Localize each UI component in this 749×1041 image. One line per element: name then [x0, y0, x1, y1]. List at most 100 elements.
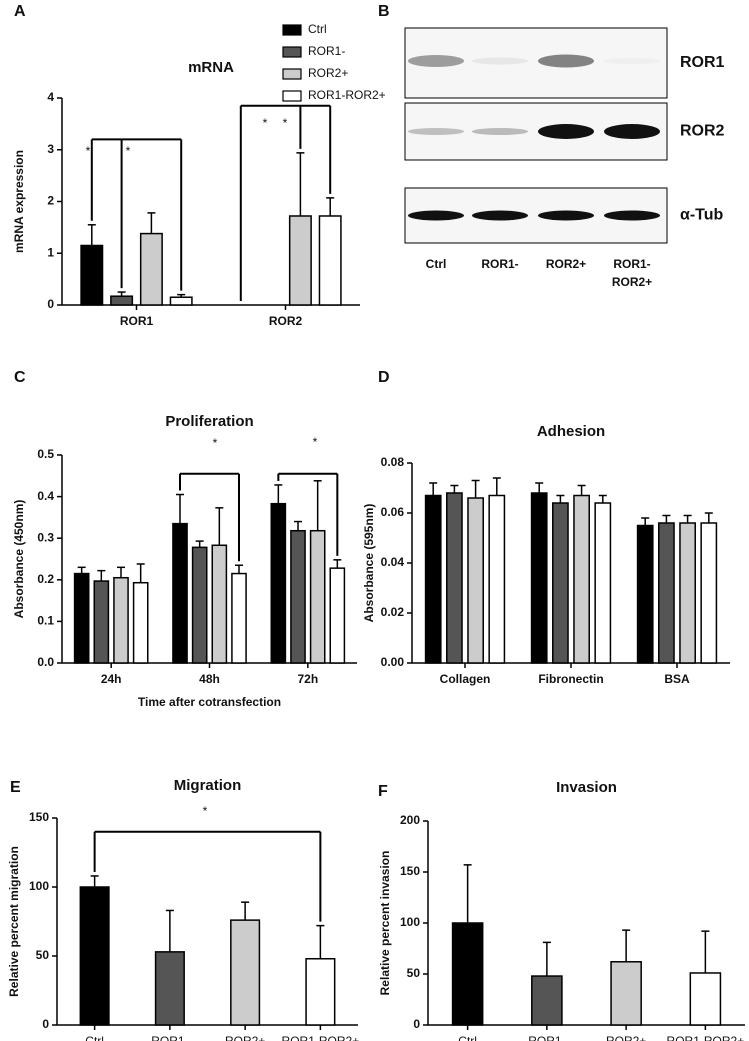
y-axis-label: Absorbance (595nm): [362, 504, 376, 623]
y-tick-label: 3: [47, 142, 54, 156]
error-bar: [215, 507, 224, 546]
legend-swatch: [282, 68, 302, 80]
bar: [573, 494, 590, 664]
bar: [488, 494, 506, 664]
y-tick-label: 150: [400, 864, 420, 878]
x-axis-label: Time after cotransfection: [138, 695, 281, 709]
panel-label: E: [10, 779, 21, 796]
x-tick-label: 24h: [101, 672, 122, 686]
y-tick-label: 2: [47, 194, 54, 208]
bar: [424, 494, 442, 664]
bar: [270, 502, 287, 664]
error-bar: [274, 484, 283, 504]
error-bar: [313, 480, 322, 531]
error-bar: [235, 564, 243, 574]
bar: [636, 524, 654, 664]
chart-title: Migration: [174, 777, 242, 794]
x-tick-label: 72h: [297, 672, 318, 686]
chart-title: mRNA: [188, 59, 234, 76]
error-bar: [117, 566, 125, 578]
y-axis-label: Relative percent invasion: [378, 851, 392, 996]
y-tick-label: 0: [413, 1017, 420, 1031]
blot-lane-label: ROR2+: [612, 275, 652, 289]
panel-label: D: [378, 369, 390, 386]
y-tick-label: 50: [407, 966, 421, 980]
bar: [288, 215, 312, 306]
y-tick-label: 1: [47, 245, 54, 259]
error-bar: [542, 941, 551, 977]
legend-label: ROR1-ROR2+: [308, 88, 386, 102]
x-tick-label: Ctrl: [458, 1034, 477, 1041]
legend-label: Ctrl: [308, 22, 327, 36]
error-bar: [535, 482, 544, 493]
blot-lane-label: ROR1-: [613, 257, 650, 271]
blot-band-label: α-Tub: [680, 207, 724, 224]
x-tick-label: BSA: [664, 672, 690, 686]
error-bar: [90, 875, 99, 887]
blot-lane-label: ROR1-: [481, 257, 518, 271]
blot-band: [538, 210, 594, 221]
error-bar: [556, 494, 565, 503]
panel-label: C: [14, 369, 26, 386]
blot-band: [538, 124, 594, 139]
legend-label: ROR1-: [308, 44, 345, 58]
error-bar: [662, 514, 671, 523]
x-tick-label: 48h: [199, 672, 220, 686]
bar: [679, 522, 696, 664]
error-bar: [471, 479, 480, 498]
blot-lane-label: ROR2+: [546, 257, 586, 271]
x-tick-label: ROR2: [269, 314, 303, 328]
bar: [80, 244, 104, 306]
error-bar: [701, 930, 710, 973]
error-bar: [296, 152, 305, 216]
error-bar: [77, 566, 86, 574]
error-bar: [177, 293, 186, 298]
y-tick-label: 0.1: [37, 614, 54, 628]
significance-star: *: [313, 435, 318, 449]
error-bar: [136, 563, 145, 583]
x-tick-label: Collagen: [440, 672, 491, 686]
error-bar: [463, 864, 472, 923]
blot-band: [472, 210, 528, 221]
error-bar: [87, 224, 96, 246]
bar: [231, 572, 247, 664]
bar: [318, 215, 342, 306]
y-tick-label: 0.4: [37, 489, 54, 503]
bar: [93, 580, 110, 664]
blot-band: [472, 57, 528, 65]
blot-lane-label: Ctrl: [426, 257, 447, 271]
bar: [154, 951, 185, 1026]
y-tick-label: 4: [47, 90, 54, 104]
error-bar: [195, 540, 204, 548]
error-bar: [622, 929, 631, 962]
y-tick-label: 0.00: [381, 655, 405, 669]
blot-band: [538, 54, 594, 68]
bar: [309, 529, 326, 664]
x-tick-label: Fibronectin: [538, 672, 603, 686]
blot-band-label: ROR1: [680, 54, 725, 71]
bar: [467, 497, 484, 664]
error-bar: [165, 909, 174, 952]
bar: [329, 567, 346, 664]
y-tick-label: 0.02: [381, 605, 405, 619]
y-tick-label: 0.0: [37, 655, 54, 669]
bar: [113, 576, 129, 664]
legend-swatch: [282, 24, 302, 36]
error-bar: [492, 477, 501, 496]
blot-band: [604, 210, 660, 221]
bar: [172, 522, 188, 664]
bar: [446, 492, 463, 664]
y-axis-label: Relative percent migration: [7, 846, 21, 997]
y-tick-label: 0.3: [37, 530, 54, 544]
error-bar: [147, 212, 156, 234]
error-bar: [704, 512, 713, 523]
bar: [451, 922, 484, 1026]
error-bar: [577, 484, 586, 496]
legend-swatch: [282, 46, 302, 58]
significance-star: *: [126, 144, 131, 158]
blot-band: [472, 128, 528, 135]
y-tick-label: 0.08: [381, 455, 405, 469]
y-tick-label: 150: [29, 810, 49, 824]
y-tick-label: 0.06: [381, 505, 405, 519]
